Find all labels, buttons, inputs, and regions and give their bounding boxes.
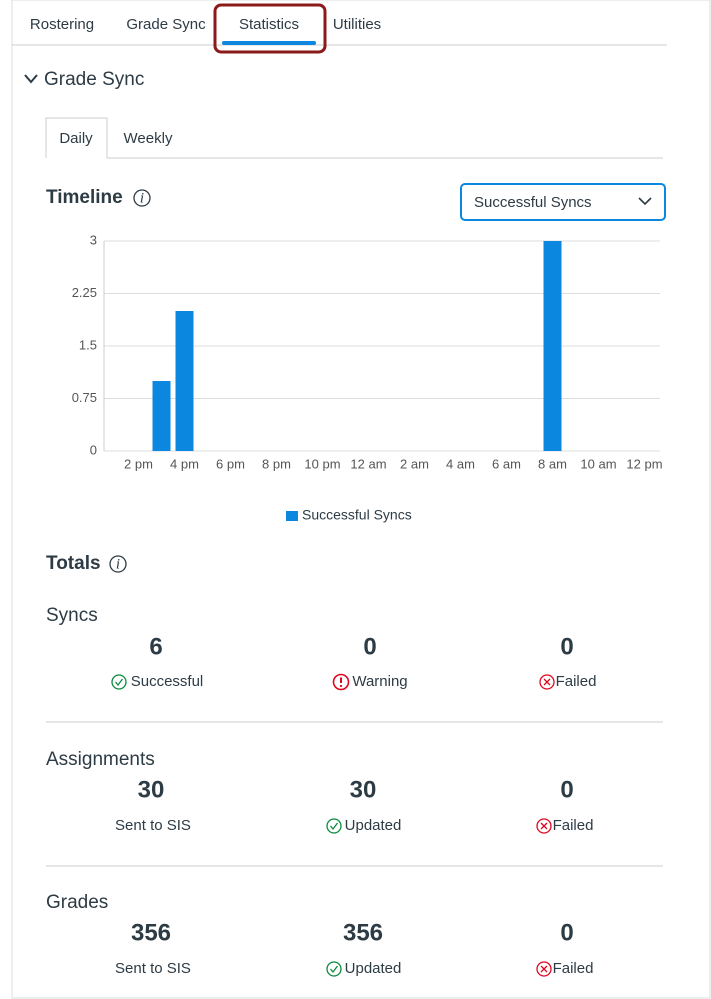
warning-dot — [339, 684, 343, 688]
tab[interactable]: Utilities — [333, 16, 381, 33]
success-check — [115, 678, 124, 687]
chart: 0 0.75 1.5 2.25 3 2 pm 4 pm 6 pm 8 pm 10 pm 12 am 2… — [72, 230, 709, 523]
total-value: 356 — [343, 919, 383, 946]
y-tick-label: 0 — [90, 442, 97, 457]
y-tick-label: 3 — [90, 232, 97, 247]
total-value: 356 — [131, 919, 171, 946]
tab[interactable]: Grade Sync — [126, 16, 206, 33]
highlight-box — [213, 3, 327, 54]
total-label: Sent to SIS — [115, 817, 191, 834]
tab-underline — [222, 41, 316, 45]
failed-icon — [536, 961, 552, 977]
failed-x — [543, 678, 551, 686]
x-tick-label: 2 pm — [124, 456, 153, 471]
bar — [175, 311, 194, 451]
subtab-active[interactable]: Daily — [59, 130, 93, 147]
failed-icon — [536, 818, 552, 834]
x-tick-label: 6 pm — [216, 456, 245, 471]
success-icon — [326, 961, 342, 977]
failed-x — [540, 822, 548, 830]
assignments: Assignments 30 30 0 Sent to SIS Updated … — [46, 749, 593, 834]
total-value: 0 — [560, 919, 573, 946]
total-label: Sent to SIS — [115, 960, 191, 977]
x-tick-label: 2 am — [400, 456, 429, 471]
total-value: 0 — [363, 633, 376, 660]
grades: Grades 356 356 0 Sent to SIS Updated Fai… — [46, 892, 593, 977]
x-tick-label: 8 pm — [262, 456, 291, 471]
legend-swatch — [286, 511, 298, 521]
section-heading: Grades — [46, 892, 108, 913]
y-tick-label: 1.5 — [79, 337, 97, 352]
failed-x — [540, 965, 548, 973]
select[interactable] — [460, 183, 666, 221]
clip-mask — [663, 230, 709, 480]
total-value: 30 — [138, 776, 165, 803]
total-value: 6 — [149, 633, 162, 660]
section-heading: Syncs — [46, 605, 98, 626]
totals-title: Totals — [46, 553, 101, 574]
x-tick-label: 12 pm — [626, 456, 662, 471]
subtab[interactable]: Weekly — [124, 130, 173, 147]
subtab-box — [45, 117, 108, 158]
total-label: Failed — [553, 960, 594, 977]
chevron[interactable] — [24, 74, 38, 84]
info-icon[interactable] — [109, 555, 127, 573]
success-check — [330, 822, 339, 831]
info-icon[interactable] — [133, 189, 151, 207]
select-value[interactable]: Successful Syncs — [474, 194, 592, 211]
frame — [11, 0, 711, 999]
tab-active[interactable]: Statistics — [239, 16, 299, 33]
tab[interactable]: Rostering — [30, 16, 94, 33]
total-label: Updated — [345, 817, 402, 834]
select-arrow — [638, 197, 652, 206]
total-label: Warning — [352, 673, 407, 690]
x-tick-label: 4 pm — [170, 456, 199, 471]
total-label: Failed — [553, 817, 594, 834]
total-value: 0 — [560, 776, 573, 803]
y-tick-label: 2.25 — [72, 285, 97, 300]
x-tick-label: 12 am — [350, 456, 386, 471]
section-heading: Assignments — [46, 749, 155, 770]
failed-icon — [539, 674, 555, 690]
total-value: 30 — [350, 776, 377, 803]
success-check — [330, 965, 339, 974]
total-value: 0 — [560, 633, 573, 660]
x-tick-label: 10 am — [580, 456, 616, 471]
bar — [152, 381, 171, 451]
warning-icon — [332, 673, 350, 691]
syncs: Syncs 6 0 0 Successful Warning Failed — [46, 605, 597, 691]
total-label: Failed — [556, 673, 597, 690]
bar — [543, 241, 562, 451]
timeline-title: Timeline — [46, 187, 123, 208]
success-icon — [326, 818, 342, 834]
total-label: Successful — [131, 673, 204, 690]
section-title[interactable]: Grade Sync — [44, 69, 144, 90]
x-tick-label: 8 am — [538, 456, 567, 471]
success-icon — [111, 674, 127, 690]
info-glyph: i — [140, 190, 144, 206]
total-label: Updated — [345, 960, 402, 977]
legend-label: Successful Syncs — [302, 507, 412, 523]
x-tick-label: 4 am — [446, 456, 475, 471]
x-tick-label: 10 pm — [304, 456, 340, 471]
y-tick-label: 0.75 — [72, 390, 97, 405]
x-tick-label: 6 am — [492, 456, 521, 471]
info-glyph: i — [116, 556, 120, 572]
